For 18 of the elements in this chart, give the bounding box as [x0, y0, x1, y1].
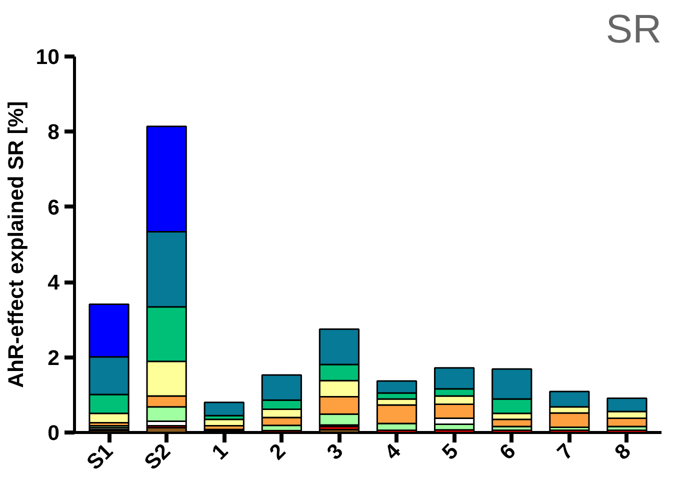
y-tick-label: 8	[48, 120, 60, 144]
x-tick-label: 7	[552, 439, 578, 464]
x-tick-label: 5	[437, 438, 463, 464]
x-tick-label: S2	[140, 439, 176, 474]
x-tick-label: 1	[207, 438, 233, 464]
x-tick-label: 6	[495, 438, 520, 464]
y-tick-label: 0	[48, 421, 60, 445]
chart-title: SR	[606, 8, 662, 52]
x-tick-label: 8	[610, 438, 636, 464]
x-tick-label: S1	[82, 438, 118, 474]
x-tick-label: 2	[264, 439, 290, 464]
y-axis-title: AhR-effect explained SR [%]	[4, 101, 28, 388]
y-tick-label: 2	[48, 346, 60, 370]
y-tick-label: 10	[36, 45, 60, 69]
y-tick-label: 4	[48, 270, 60, 295]
x-tick-label: 4	[380, 438, 406, 464]
x-tick-label: 3	[322, 438, 348, 464]
y-tick-label: 6	[48, 195, 60, 220]
